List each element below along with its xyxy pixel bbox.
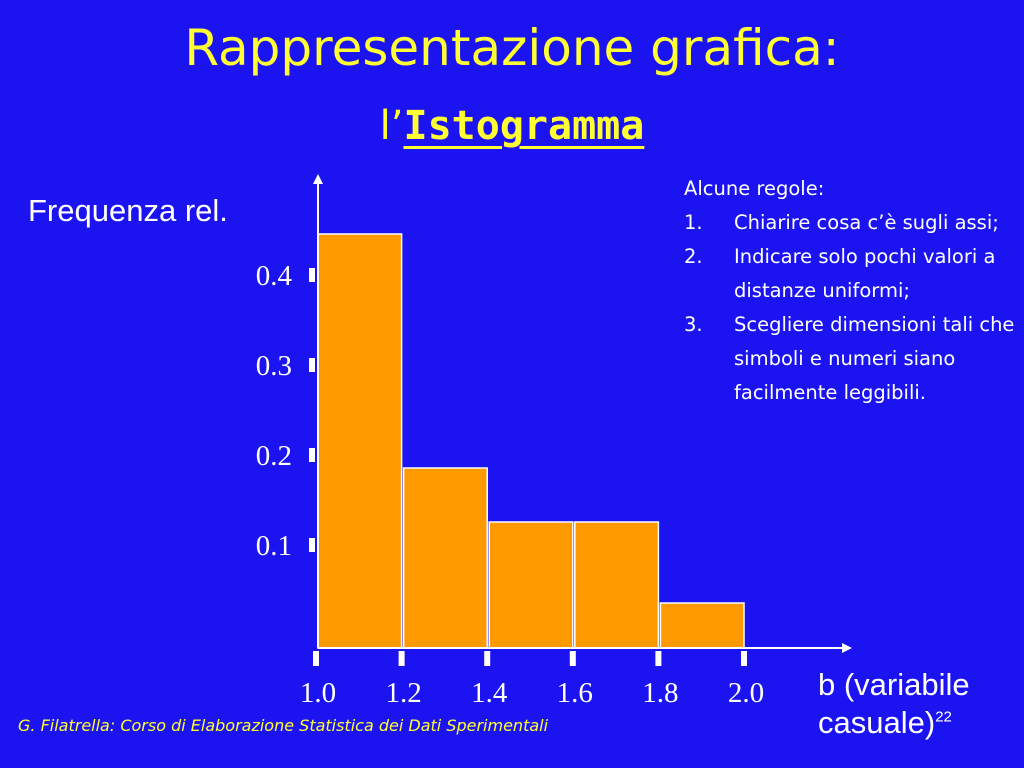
x-tick-label: 1.0: [300, 677, 336, 709]
x-tick-label: 1.8: [642, 677, 678, 709]
x-tick-label: 2.0: [728, 677, 764, 709]
y-tick-label: 0.3: [256, 350, 292, 382]
x-axis-label-text: b (variabile casuale): [818, 667, 970, 740]
y-axis-label: Frequenza rel.: [28, 193, 228, 228]
rule-item: 3. Scegliere dimensioni tali che simboli …: [684, 308, 1024, 410]
rules-heading: Alcune regole:: [684, 177, 825, 200]
rule-number: 3.: [684, 313, 703, 336]
slide-subtitle: l’Istogramma: [0, 100, 1024, 152]
x-tick-label: 1.2: [385, 677, 421, 709]
footer-credit: G. Filatrella: Corso di Elaborazione Sta…: [18, 716, 549, 735]
histogram-bar: [574, 521, 660, 649]
histogram-bar: [317, 233, 403, 649]
rule-text: Scegliere dimensioni tali che simboli e …: [734, 313, 1015, 404]
rule-text: Chiarire cosa c’è sugli assi;: [734, 211, 999, 234]
rule-number: 2.: [684, 245, 703, 268]
y-tick-label: 0.2: [256, 440, 292, 472]
rule-text: Indicare solo pochi valori a distanze un…: [734, 245, 996, 302]
slide-title: Rappresentazione grafica:: [184, 19, 840, 77]
subtitle-keyword: Istogramma: [403, 103, 645, 149]
x-tick-label: 1.6: [557, 677, 593, 709]
rule-item: 2. Indicare solo pochi valori a distanze …: [684, 240, 1024, 308]
rule-item: 1. Chiarire cosa c’è sugli assi;: [684, 206, 1024, 240]
subtitle-prefix: l’: [379, 103, 404, 149]
y-tick-label: 0.4: [256, 260, 293, 292]
histogram-bar: [402, 467, 488, 649]
histogram-bar: [659, 602, 745, 649]
rules-box: Alcune regole: 1. Chiarire cosa c’è sugli…: [684, 172, 1024, 410]
rule-number: 1.: [684, 211, 703, 234]
rules-list: 1. Chiarire cosa c’è sugli assi; 2. Indica…: [684, 206, 1024, 410]
y-tick-label: 0.1: [256, 530, 292, 562]
page-number: 22: [935, 708, 952, 726]
histogram-bar: [488, 521, 574, 649]
x-tick-label: 1.4: [471, 677, 508, 709]
x-axis-label: b (variabile casuale)22: [818, 666, 1018, 742]
